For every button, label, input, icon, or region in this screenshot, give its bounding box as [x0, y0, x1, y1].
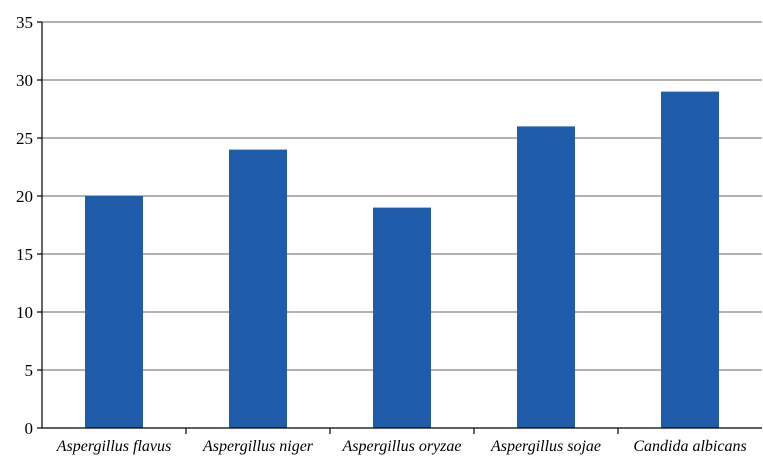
- x-category-label: Aspergillus sojae: [490, 438, 601, 455]
- axes: [37, 21, 762, 434]
- x-category-label: Aspergillus oryzae: [342, 438, 462, 455]
- y-tick-label: 35: [16, 13, 33, 32]
- y-tick-label: 5: [25, 361, 34, 380]
- bars: [85, 91, 719, 429]
- bar: [517, 126, 575, 429]
- bar: [373, 207, 431, 428]
- y-tick-label: 15: [16, 245, 33, 264]
- y-tick-label: 20: [16, 187, 33, 206]
- y-tick-label: 30: [16, 71, 33, 90]
- x-category-label: Aspergillus flavus: [56, 438, 172, 455]
- x-category-label: Candida albicans: [633, 438, 746, 455]
- y-tick-labels: 0 5 10 15 20 25 30 35: [16, 13, 33, 438]
- bar: [661, 91, 719, 428]
- y-tick-label: 25: [16, 129, 33, 148]
- y-tick-label: 0: [25, 419, 34, 438]
- x-category-label: Aspergillus niger: [202, 438, 314, 455]
- y-tick-label: 10: [16, 303, 33, 322]
- bar: [229, 149, 287, 428]
- bar: [85, 196, 143, 428]
- x-category-labels: Aspergillus flavus Aspergillus niger Asper…: [56, 438, 747, 455]
